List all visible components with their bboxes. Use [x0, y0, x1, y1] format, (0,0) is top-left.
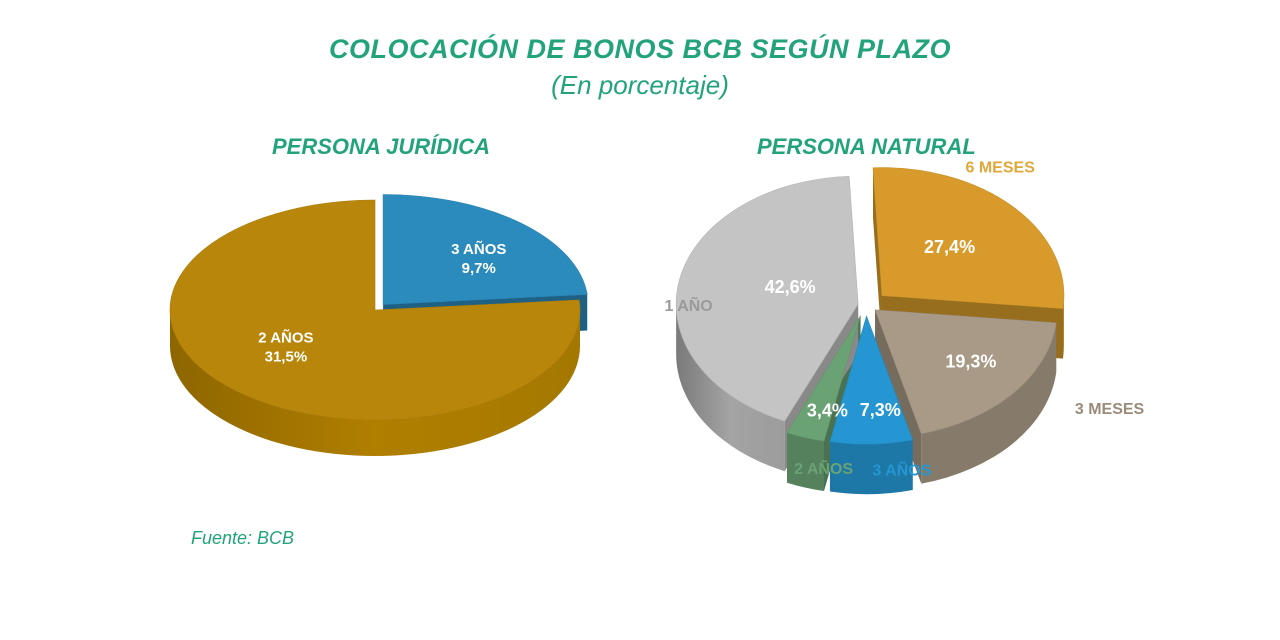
natural-slice-label-4: 1 AÑO — [664, 295, 712, 315]
natural-slice-4-side-0 — [676, 304, 785, 472]
natural-slice-3-side-0 — [787, 432, 824, 492]
natural-slice-3 — [786, 315, 861, 442]
natural-slice-label-2: 3 AÑOS — [872, 460, 931, 480]
juridica-slice-1 — [169, 199, 581, 421]
natural-slice-label-0: 6 MESES — [966, 160, 1036, 177]
natural-slice-2-side-0 — [829, 439, 913, 495]
natural-slice-1-side-0 — [921, 322, 1057, 484]
juridica-slice-0 — [382, 194, 588, 305]
chart-title: COLOCACIÓN DE BONOS BCB SEGÚN PLAZO — [328, 34, 952, 64]
natural-slice-label-3: 2 AÑOS — [794, 458, 853, 478]
chart-subtitle: (En porcentaje) — [551, 70, 729, 100]
natural-slice-1 — [874, 309, 1057, 434]
natural-slice-0 — [872, 167, 1065, 309]
pie-persona-natural: 27,4% 6 MESES 19,3% 3 MESES 7,3% 3 AÑOS 3,4% 2 … — [664, 160, 1145, 495]
pie-title-natural: PERSONA NATURAL — [757, 134, 976, 159]
natural-slice-label-1: 3 MESES — [1075, 401, 1145, 418]
juridica-data-label-0: 9,7% — [462, 260, 496, 277]
source-note: Fuente: BCB — [191, 528, 295, 548]
juridica-slice-label-1: 2 AÑOS — [258, 329, 313, 347]
natural-slice-4 — [675, 175, 859, 422]
pie-title-juridica: PERSONA JURÍDICA — [272, 134, 490, 159]
juridica-slice-1-side-0 — [170, 310, 580, 456]
natural-data-label-4: 42,6% — [765, 277, 816, 297]
natural-data-label-1: 19,3% — [945, 351, 996, 371]
juridica-data-label-1: 31,5% — [265, 349, 308, 366]
natural-data-label-2: 7,3% — [860, 400, 901, 420]
pie-persona-juridica: 3 AÑOS 9,7% 2 AÑOS 31,5% — [169, 194, 588, 456]
juridica-slice-label-0: 3 AÑOS — [451, 240, 506, 258]
natural-slice-0-side-0 — [1063, 295, 1064, 359]
natural-data-label-3: 3,4% — [807, 401, 848, 421]
natural-slice-2 — [829, 315, 914, 445]
natural-data-label-0: 27,4% — [924, 237, 975, 257]
natural-slice-0-wall-0 — [873, 167, 882, 346]
